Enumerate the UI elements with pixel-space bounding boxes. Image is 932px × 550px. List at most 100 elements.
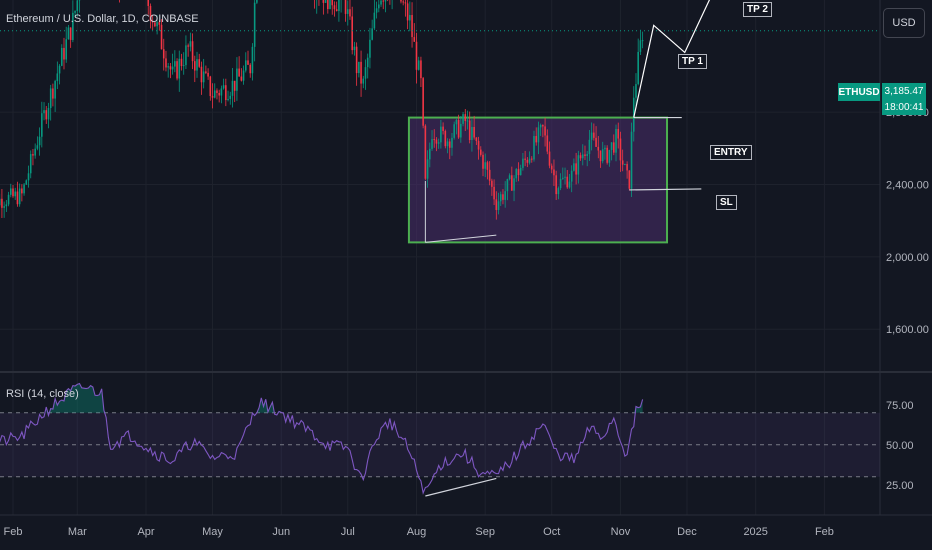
candle-body — [564, 176, 566, 178]
candle-body — [539, 124, 542, 128]
candle-body — [577, 155, 580, 175]
candle-body — [154, 22, 156, 27]
last-price-label: 3,185.47 — [882, 83, 926, 99]
candle-body — [508, 175, 511, 180]
candle-body — [174, 61, 176, 67]
sl-label[interactable]: SL — [716, 195, 737, 210]
candle-body — [76, 0, 79, 12]
candle-body — [437, 142, 440, 144]
candle-body — [373, 12, 376, 29]
candle-body — [54, 81, 56, 99]
candle-body — [366, 57, 369, 68]
candle-body — [38, 136, 41, 146]
candle-body — [526, 159, 529, 163]
candle-body — [52, 88, 54, 99]
candle-body — [202, 71, 205, 83]
x-tick-label: Feb — [815, 526, 834, 538]
candle-body — [495, 199, 498, 211]
rsi-line — [0, 382, 644, 495]
candle-body — [486, 162, 489, 170]
currency-button[interactable]: USD — [883, 8, 925, 38]
candle-body — [411, 15, 413, 38]
candle-body — [473, 126, 475, 138]
candle-body — [251, 46, 254, 74]
candle-body — [169, 66, 172, 70]
candle-body — [597, 146, 600, 151]
candle-body — [18, 188, 21, 205]
candle-body — [182, 65, 185, 67]
candle-body — [504, 191, 506, 200]
candle-body — [191, 41, 194, 62]
x-tick-label: Nov — [611, 526, 631, 538]
candle-body — [193, 61, 196, 71]
candle-body — [229, 95, 232, 99]
candle-body — [400, 0, 402, 2]
candle-body — [488, 169, 491, 181]
candle-body — [249, 64, 252, 74]
candle-body — [499, 194, 502, 202]
candle-body — [477, 140, 480, 150]
candle-body — [562, 177, 564, 179]
entry-label[interactable]: ENTRY — [710, 145, 752, 160]
candle-body — [559, 178, 562, 189]
candle-body — [544, 126, 546, 136]
candle-body — [9, 188, 12, 195]
candle-body — [349, 9, 351, 17]
candle-body — [338, 0, 340, 12]
candle-body — [242, 70, 245, 81]
candle-body — [187, 45, 189, 47]
rsi-tick-label: 50.00 — [886, 440, 914, 452]
candle-body — [619, 138, 622, 161]
divergence-line — [425, 234, 497, 243]
candle-body — [16, 191, 19, 205]
candle-body — [178, 58, 181, 79]
candle-body — [584, 154, 586, 156]
candle-body — [448, 141, 451, 148]
candle-body — [557, 188, 560, 195]
candle-body — [227, 98, 229, 101]
candle-body — [60, 47, 63, 66]
candle-body — [236, 68, 238, 91]
candle-body — [23, 184, 25, 194]
candle-body — [160, 24, 163, 50]
candle-body — [595, 137, 597, 147]
candle-body — [502, 194, 504, 200]
candle-body — [462, 114, 464, 124]
candle-body — [415, 41, 418, 70]
candle-body — [14, 191, 17, 197]
tp1-label[interactable]: TP 1 — [678, 54, 707, 69]
candle-body — [615, 128, 617, 153]
candle-body — [29, 154, 32, 174]
x-tick-label: Feb — [4, 526, 23, 538]
rsi-overbought-fill — [46, 383, 643, 413]
candle-body — [344, 0, 347, 14]
candle-body — [617, 128, 620, 139]
candle-body — [471, 126, 473, 141]
candle-body — [426, 159, 429, 179]
candle-body — [362, 78, 365, 84]
candle-body — [158, 22, 161, 25]
candle-body — [171, 66, 174, 70]
candle-body — [49, 88, 52, 108]
candle-body — [451, 137, 453, 148]
symbol-label: ETHUSD — [838, 83, 880, 101]
candle-body — [424, 125, 427, 179]
tp2-label[interactable]: TP 2 — [743, 2, 772, 17]
candle-body — [590, 132, 593, 140]
candle-body — [200, 66, 203, 83]
candle-body — [604, 147, 606, 150]
candle-body — [225, 85, 227, 101]
candle-body — [453, 124, 455, 138]
candle-body — [167, 66, 169, 68]
candle-body — [406, 3, 409, 21]
y-tick-label: 2,000.00 — [886, 252, 929, 264]
candle-body — [56, 73, 59, 82]
candle-body — [256, 0, 258, 3]
candle-body — [1, 198, 3, 208]
sl-line — [629, 188, 702, 191]
candle-body — [506, 179, 509, 192]
candle-body — [176, 61, 178, 79]
countdown-label: 18:00:41 — [882, 99, 926, 115]
candle-body — [613, 142, 615, 153]
